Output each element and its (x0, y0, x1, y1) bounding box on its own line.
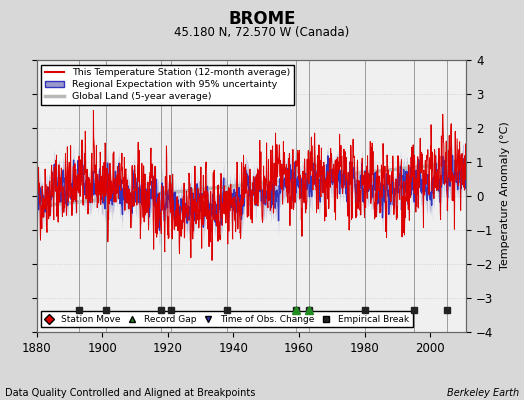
Legend: Station Move, Record Gap, Time of Obs. Change, Empirical Break: Station Move, Record Gap, Time of Obs. C… (41, 311, 412, 328)
Text: Berkeley Earth: Berkeley Earth (446, 388, 519, 398)
Text: Data Quality Controlled and Aligned at Breakpoints: Data Quality Controlled and Aligned at B… (5, 388, 256, 398)
Text: BROME: BROME (228, 10, 296, 28)
Text: 45.180 N, 72.570 W (Canada): 45.180 N, 72.570 W (Canada) (174, 26, 350, 39)
Y-axis label: Temperature Anomaly (°C): Temperature Anomaly (°C) (500, 122, 510, 270)
